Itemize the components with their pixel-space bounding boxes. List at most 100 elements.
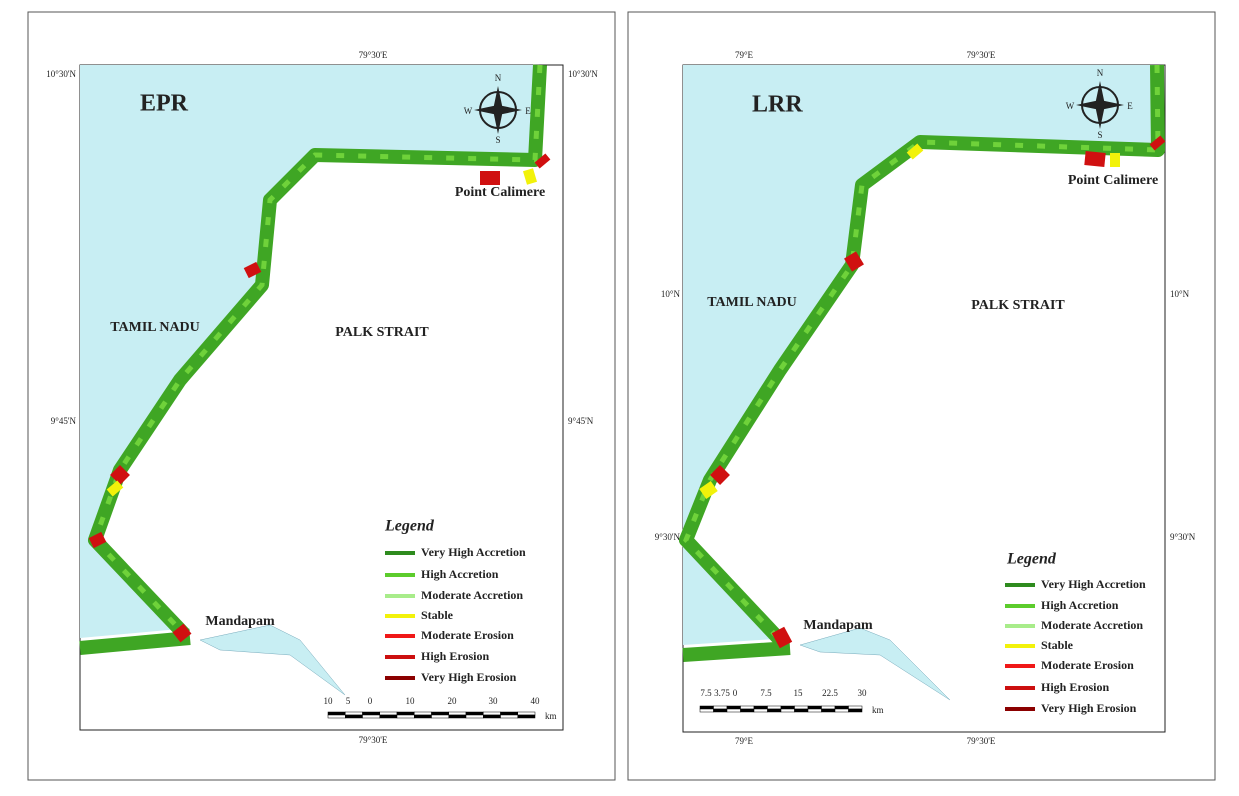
scale-label: 10 xyxy=(324,696,334,706)
stable-segment xyxy=(906,143,924,160)
scale-cell xyxy=(834,708,849,713)
coast-strip xyxy=(79,631,191,655)
place-label: Point Calimere xyxy=(1068,173,1158,188)
compass-letter: N xyxy=(495,73,502,83)
lagoon xyxy=(799,627,951,701)
scale-cell xyxy=(740,705,755,710)
lat-label: 10°N xyxy=(661,289,681,299)
scale-label: 3.75 xyxy=(714,688,730,698)
lon-label: 79°30'E xyxy=(967,736,996,746)
legend-label: High Erosion xyxy=(421,649,489,663)
scale-cell xyxy=(431,711,449,716)
scale-cell xyxy=(713,708,728,713)
scale-label: 22.5 xyxy=(822,688,838,698)
scale-cell xyxy=(807,708,822,713)
scale-cell xyxy=(396,711,415,716)
compass-letter: E xyxy=(1127,101,1133,111)
place-label: PALK STRAIT xyxy=(971,298,1065,313)
scale-cell xyxy=(807,705,822,710)
scale-cell xyxy=(345,714,363,719)
legend-label: Stable xyxy=(1041,638,1074,652)
scale-cell xyxy=(821,705,836,710)
legend-label: Very High Accretion xyxy=(1041,577,1146,591)
erosion-segment xyxy=(88,531,107,549)
place-label: TAMIL NADU xyxy=(110,320,200,335)
erosion-segment xyxy=(710,465,730,485)
scale-cell xyxy=(379,711,398,716)
scale-label: 10 xyxy=(406,696,416,706)
scale-cell xyxy=(379,714,398,719)
compass-letter: S xyxy=(495,135,500,145)
scale-cell xyxy=(726,705,741,710)
scale-cell xyxy=(448,711,467,716)
erosion-segment xyxy=(844,251,864,272)
legend-label: Very High Erosion xyxy=(421,670,517,684)
scale-unit: km xyxy=(872,705,884,715)
scale-cell xyxy=(780,705,795,710)
scale-cell xyxy=(740,708,755,713)
panel-border xyxy=(627,11,1216,781)
coastline-inner xyxy=(683,64,1161,642)
scale-label: 30 xyxy=(489,696,499,706)
scale-label: 40 xyxy=(531,696,541,706)
scale-label: 20 xyxy=(448,696,458,706)
lat-label: 9°30'N xyxy=(655,532,681,542)
stable-segment xyxy=(699,480,718,500)
erosion-segment xyxy=(110,465,130,485)
lat-label: 10°30'N xyxy=(46,69,76,79)
scale-cell xyxy=(713,705,728,710)
scale-cell xyxy=(767,705,782,710)
scale-label: 5 xyxy=(346,696,351,706)
compass-star xyxy=(1076,81,1124,129)
scale-cell xyxy=(500,711,518,716)
scale-cell xyxy=(726,708,741,713)
scale-cell xyxy=(848,705,863,710)
lat-label: 9°30'N xyxy=(1170,532,1196,542)
place-label: Mandapam xyxy=(803,618,873,633)
stable-segment xyxy=(106,480,124,497)
sea xyxy=(683,65,1158,645)
scale-cell xyxy=(465,711,484,716)
place-label: Mandapam xyxy=(205,614,275,629)
lon-label: 79°30'E xyxy=(359,50,388,60)
lon-label: 79°30'E xyxy=(359,735,388,745)
scale-cell xyxy=(448,714,467,719)
legend-label: High Accretion xyxy=(421,567,499,581)
place-label: TAMIL NADU xyxy=(707,295,797,310)
scale-cell xyxy=(767,708,782,713)
scale-cell xyxy=(396,714,415,719)
scale-cell xyxy=(699,708,714,713)
compass-letter: N xyxy=(1097,68,1104,78)
compass-letter: W xyxy=(464,106,473,116)
scale-label: 0 xyxy=(733,688,738,698)
scale-cell xyxy=(834,705,849,710)
scale-cell xyxy=(345,711,363,716)
scale-unit: km xyxy=(545,711,557,721)
legend-label: Moderate Erosion xyxy=(1041,658,1134,672)
scale-cell xyxy=(517,711,536,716)
lat-label: 10°N xyxy=(1170,289,1190,299)
scale-label: 0 xyxy=(368,696,373,706)
legend-label: High Accretion xyxy=(1041,598,1119,612)
legend-title: Legend xyxy=(384,518,435,535)
compass-letter: W xyxy=(1066,101,1075,111)
panel-border xyxy=(27,11,616,781)
legend-title: Legend xyxy=(1006,551,1057,568)
panel-title: LRR xyxy=(752,92,803,118)
place-label: PALK STRAIT xyxy=(335,325,429,340)
lon-label: 79°E xyxy=(735,736,754,746)
coast-strip xyxy=(682,641,791,662)
lat-label: 10°30'N xyxy=(568,69,598,79)
scale-cell xyxy=(500,714,518,719)
scale-label: 7.5 xyxy=(700,688,712,698)
scale-label: 30 xyxy=(858,688,868,698)
legend-label: Moderate Accretion xyxy=(421,588,523,602)
scale-label: 15 xyxy=(794,688,804,698)
scale-cell xyxy=(699,705,714,710)
scale-cell xyxy=(780,708,795,713)
coastline-inner xyxy=(92,64,543,637)
lon-label: 79°30'E xyxy=(967,50,996,60)
compass-star xyxy=(474,86,522,134)
sea xyxy=(80,65,540,638)
